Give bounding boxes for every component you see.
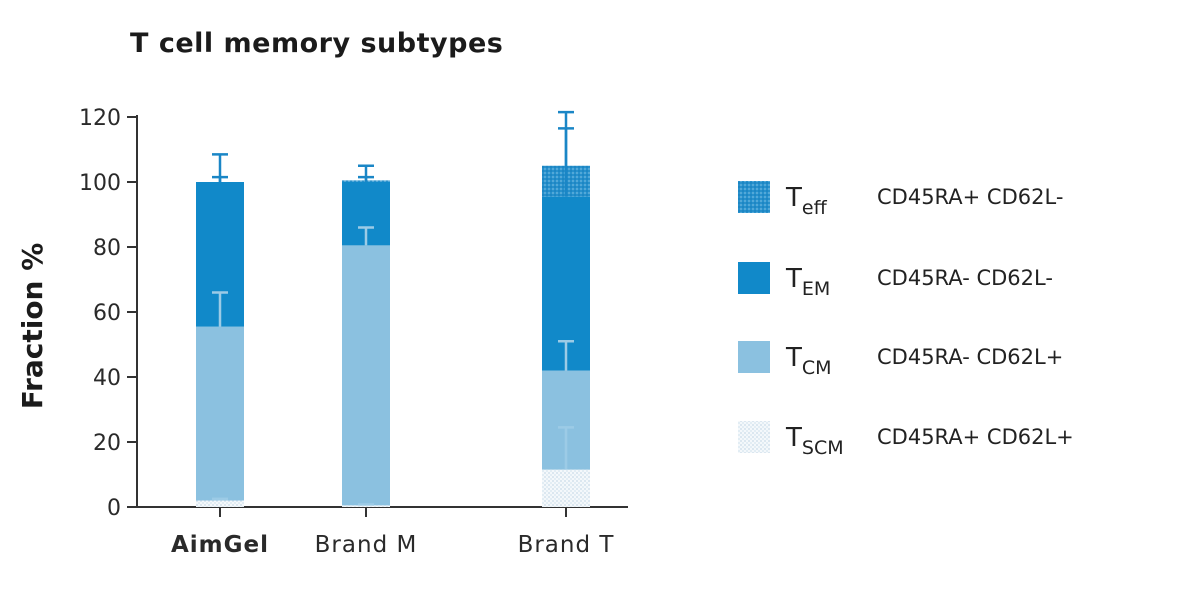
legend-marker-tcm: CD45RA- CD62L+ <box>877 345 1063 369</box>
bar-segment-tscm <box>196 500 244 507</box>
error-bars-layer <box>212 110 574 506</box>
x-category-label: AimGel <box>171 532 269 558</box>
legend-marker-tscm: CD45RA+ CD62L+ <box>877 425 1074 449</box>
legend-swatch-tscm <box>738 421 770 453</box>
y-tick-label: 40 <box>93 366 121 391</box>
legend-swatch-teff <box>738 181 770 213</box>
axis-layer: 0 20 40 60 80 100 120 Fraction % AimGel Brand M Br… <box>16 106 628 558</box>
legend-label-tem: TEM <box>785 264 830 300</box>
y-tick-label: 60 <box>93 301 121 326</box>
legend-marker-teff: CD45RA+ CD62L- <box>877 185 1063 209</box>
y-tick-label: 0 <box>107 496 121 521</box>
bar-segment-tscm <box>342 505 390 507</box>
legend-label-tscm: TSCM <box>785 423 844 459</box>
legend-subscript: EM <box>802 278 830 300</box>
legend-subscript: SCM <box>802 437 844 459</box>
legend-swatch-tem <box>738 262 770 294</box>
x-category-label: Brand T <box>518 532 615 558</box>
y-tick-label: 120 <box>79 106 121 131</box>
legend-label-teff: Teff <box>785 183 828 219</box>
bar-segment-tcm <box>342 245 390 506</box>
bars-layer <box>196 165 590 507</box>
legend-marker-tem: CD45RA- CD62L- <box>877 266 1053 290</box>
legend: Teff CD45RA+ CD62L- TEM CD45RA- CD62L- TCM CD… <box>738 181 1074 459</box>
y-tick-label: 80 <box>93 236 121 261</box>
bar-segment-tscm <box>542 469 590 507</box>
legend-label-tcm: TCM <box>785 343 832 379</box>
bar-segment-tcm <box>196 326 244 501</box>
legend-subscript: eff <box>802 197 828 219</box>
x-category-label: Brand M <box>315 532 418 558</box>
y-tick-label: 100 <box>79 171 121 196</box>
legend-subscript: CM <box>802 357 832 379</box>
chart-title: T cell memory subtypes <box>130 28 504 59</box>
y-tick-label: 20 <box>93 431 121 456</box>
y-axis-label: Fraction % <box>16 243 49 410</box>
legend-swatch-tcm <box>738 341 770 373</box>
